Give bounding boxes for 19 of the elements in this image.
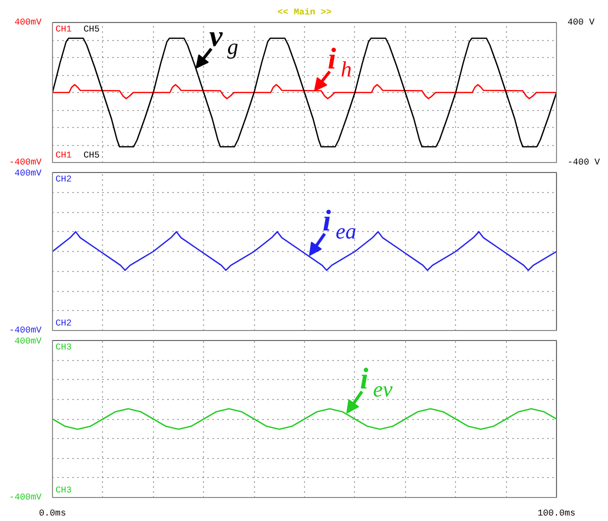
text: CH3 [56, 342, 72, 352]
chart-title: << Main >> [277, 8, 332, 18]
y2-tick-label: 400 V [568, 18, 596, 28]
y-tick-label: -400mV [9, 492, 42, 502]
text: CH2 [56, 318, 72, 328]
text: CH1 [56, 24, 72, 34]
y-tick-label: -400mV [9, 326, 42, 336]
y-tick-label: 400mV [14, 336, 42, 346]
y-tick-label: 400mV [14, 168, 42, 178]
y2-tick-label: -400 V [568, 158, 601, 168]
text: CH3 [56, 486, 72, 496]
x-tick-label: 100.0ms [538, 508, 576, 518]
series-label: CH5 [84, 24, 100, 34]
text: CH5 [84, 150, 100, 160]
y-tick-label: -400mV [9, 158, 42, 168]
y-tick-label: 400mV [14, 18, 42, 28]
x-tick-label: 0.0ms [39, 508, 66, 518]
text: CH1 [56, 150, 72, 160]
text: CH2 [56, 174, 72, 184]
